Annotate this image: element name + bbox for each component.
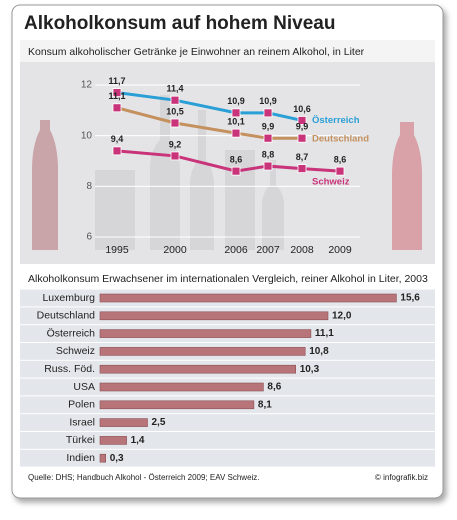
row-background bbox=[20, 449, 435, 467]
category-label: Israel bbox=[69, 416, 95, 428]
data-label: 8,6 bbox=[267, 382, 281, 393]
point bbox=[170, 95, 180, 105]
category-label: Indien bbox=[66, 452, 95, 464]
data-label: 9,9 bbox=[296, 122, 309, 132]
category-label: Luxemburg bbox=[42, 292, 95, 304]
bar bbox=[99, 382, 264, 392]
series-label: Österreich bbox=[312, 115, 360, 126]
category-label: USA bbox=[73, 381, 95, 393]
data-label: 10,6 bbox=[293, 104, 311, 114]
source: Quelle: DHS; Handbuch Alkohol - Österrei… bbox=[28, 473, 260, 482]
data-label: 11,7 bbox=[108, 76, 125, 86]
data-label: 10,8 bbox=[309, 346, 329, 357]
data-label: 11,1 bbox=[108, 91, 125, 101]
data-label: 11,1 bbox=[315, 328, 334, 339]
point bbox=[263, 161, 273, 171]
y-tick-label: 10 bbox=[81, 130, 93, 141]
point bbox=[263, 108, 273, 118]
bar bbox=[99, 418, 148, 427]
data-label: 9,9 bbox=[262, 122, 275, 132]
category-label: Deutschland bbox=[37, 310, 96, 322]
page-title: Alkoholkonsum auf hohem Niveau bbox=[24, 13, 335, 34]
category-label: Österreich bbox=[47, 327, 96, 339]
data-label: 2,5 bbox=[152, 417, 166, 428]
point bbox=[112, 88, 122, 97]
bar bbox=[99, 436, 127, 445]
data-label: 8,6 bbox=[230, 155, 243, 165]
data-label: 10,9 bbox=[227, 96, 245, 106]
data-label: 10,3 bbox=[300, 364, 320, 375]
point bbox=[112, 103, 122, 113]
point bbox=[170, 118, 180, 128]
bar bbox=[99, 453, 106, 463]
bottle-decoration bbox=[95, 95, 284, 250]
bar-chart-title: Alkoholkonsum Erwachsener im internation… bbox=[28, 273, 428, 285]
credit: © infografik.biz bbox=[375, 473, 428, 482]
point bbox=[231, 108, 241, 118]
category-label: Türkei bbox=[66, 434, 95, 446]
x-tick-label: 1995 bbox=[105, 244, 129, 256]
line-series bbox=[116, 149, 341, 173]
point bbox=[231, 128, 241, 138]
y-tick-label: 12 bbox=[81, 80, 93, 91]
data-label: 15,6 bbox=[400, 293, 420, 304]
data-label: 10,5 bbox=[166, 106, 184, 116]
bottle-decoration bbox=[32, 120, 58, 250]
point bbox=[297, 133, 307, 143]
data-label: 9,2 bbox=[169, 139, 182, 149]
y-tick-label: 8 bbox=[86, 181, 92, 192]
bar bbox=[99, 311, 329, 321]
data-label: 1,4 bbox=[131, 435, 145, 446]
bar bbox=[99, 293, 397, 303]
point bbox=[112, 146, 122, 156]
series-label: Deutschland bbox=[312, 134, 369, 145]
x-tick-label: 2008 bbox=[290, 244, 314, 256]
data-label: 8,6 bbox=[334, 155, 347, 165]
x-tick-label: 2000 bbox=[163, 244, 187, 256]
data-label: 12,0 bbox=[332, 310, 352, 321]
category-label: Schweiz bbox=[56, 345, 95, 357]
data-label: 8,8 bbox=[262, 149, 275, 159]
category-label: Polen bbox=[68, 399, 95, 411]
data-label: 9,4 bbox=[111, 134, 124, 144]
category-label: Russ. Föd. bbox=[44, 363, 95, 375]
series-label: Schweiz bbox=[312, 177, 350, 188]
x-tick-label: 2007 bbox=[256, 244, 280, 256]
data-label: 0,3 bbox=[110, 453, 124, 464]
bottle-decoration bbox=[392, 122, 422, 250]
point bbox=[170, 151, 180, 161]
point bbox=[297, 116, 307, 125]
bar bbox=[99, 400, 255, 410]
y-tick-label: 6 bbox=[86, 232, 92, 243]
data-label: 10,9 bbox=[259, 96, 277, 106]
data-label: 8,7 bbox=[296, 152, 309, 162]
bar bbox=[99, 347, 306, 356]
x-tick-label: 2006 bbox=[224, 244, 248, 256]
point bbox=[263, 133, 273, 143]
point bbox=[335, 166, 345, 176]
bar bbox=[99, 364, 296, 374]
line-chart-title: Konsum alkoholischer Getränke je Einwohn… bbox=[28, 46, 365, 58]
x-tick-label: 2009 bbox=[328, 244, 352, 256]
data-label: 10,1 bbox=[227, 117, 245, 127]
bar bbox=[99, 329, 312, 338]
data-label: 11,4 bbox=[166, 84, 183, 94]
data-label: 8,1 bbox=[258, 399, 272, 410]
point bbox=[231, 166, 241, 176]
point bbox=[297, 164, 307, 174]
